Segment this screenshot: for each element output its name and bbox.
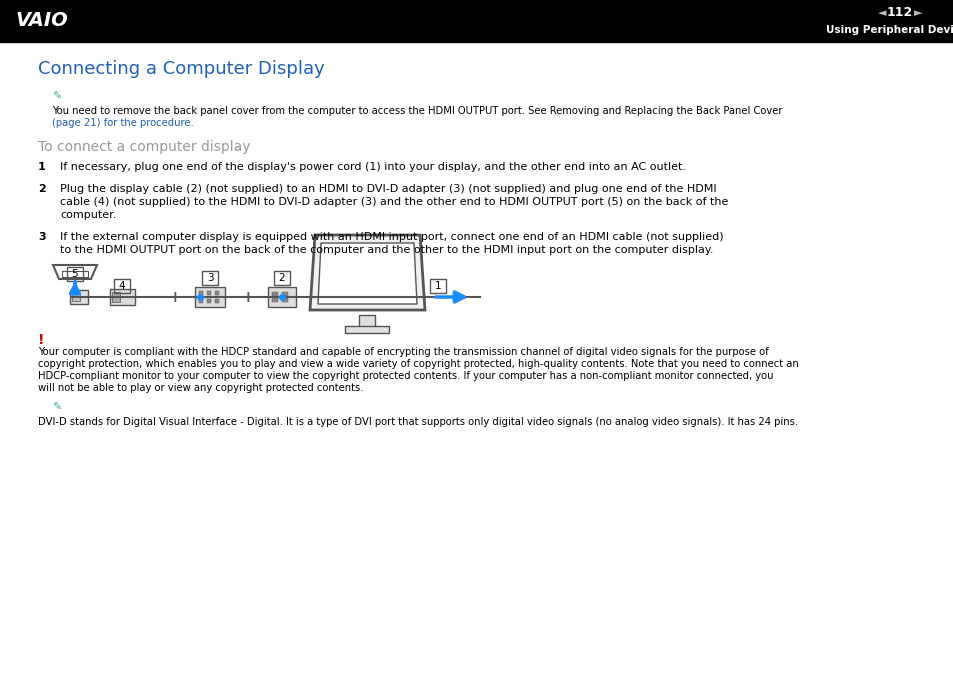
Text: 2: 2 bbox=[38, 184, 46, 194]
Bar bbox=[282, 292, 288, 296]
Bar bbox=[358, 315, 375, 327]
Text: (page 21) for the procedure.: (page 21) for the procedure. bbox=[52, 118, 193, 128]
Text: 112: 112 bbox=[886, 7, 912, 20]
Text: You need to remove the back panel cover from the computer to access the HDMI OUT: You need to remove the back panel cover … bbox=[52, 106, 781, 116]
Text: If the external computer display is equipped with an HDMI input port, connect on: If the external computer display is equi… bbox=[60, 232, 723, 242]
Bar bbox=[282, 298, 288, 302]
Text: DVI-D stands for Digital Visual Interface - Digital. It is a type of DVI port th: DVI-D stands for Digital Visual Interfac… bbox=[38, 417, 798, 427]
Text: cable (4) (not supplied) to the HDMI to DVI-D adapter (3) and the other end to H: cable (4) (not supplied) to the HDMI to … bbox=[60, 197, 727, 207]
Text: HDCP-compliant monitor to your computer to view the copyright protected contents: HDCP-compliant monitor to your computer … bbox=[38, 371, 773, 381]
Bar bbox=[70, 290, 88, 304]
Text: ►: ► bbox=[913, 8, 922, 18]
Text: +: + bbox=[169, 290, 181, 305]
Bar bbox=[207, 299, 211, 303]
Text: to the HDMI OUTPUT port on the back of the computer and the other to the HDMI in: to the HDMI OUTPUT port on the back of t… bbox=[60, 245, 713, 255]
Text: Plug the display cable (2) (not supplied) to an HDMI to DVI-D adapter (3) (not s: Plug the display cable (2) (not supplied… bbox=[60, 184, 716, 194]
Text: 4: 4 bbox=[118, 281, 125, 291]
Bar bbox=[194, 287, 225, 307]
Text: computer.: computer. bbox=[60, 210, 116, 220]
Text: +: + bbox=[241, 290, 254, 305]
Text: ✎: ✎ bbox=[52, 92, 61, 102]
Bar bbox=[0, 0, 953, 42]
Text: Using Peripheral Devices: Using Peripheral Devices bbox=[825, 25, 953, 35]
Text: Your computer is compliant with the HDCP standard and capable of encrypting the : Your computer is compliant with the HDCP… bbox=[38, 347, 768, 357]
Bar bbox=[199, 291, 203, 295]
Text: will not be able to play or view any copyright protected contents.: will not be able to play or view any cop… bbox=[38, 383, 363, 393]
Bar bbox=[430, 279, 446, 293]
Bar bbox=[268, 287, 295, 307]
Polygon shape bbox=[310, 235, 424, 310]
Bar bbox=[112, 292, 120, 302]
Text: 1: 1 bbox=[435, 281, 441, 291]
Text: 2: 2 bbox=[278, 273, 285, 283]
Bar bbox=[113, 279, 130, 293]
Bar bbox=[67, 267, 83, 281]
Bar bbox=[199, 299, 203, 303]
Text: 5: 5 bbox=[71, 269, 78, 279]
Bar bbox=[62, 271, 88, 277]
Bar bbox=[214, 299, 219, 303]
Text: Connecting a Computer Display: Connecting a Computer Display bbox=[38, 60, 324, 78]
Bar bbox=[110, 289, 135, 305]
Bar bbox=[207, 291, 211, 295]
Bar bbox=[71, 293, 80, 301]
Text: VAIO: VAIO bbox=[16, 11, 69, 30]
Bar bbox=[345, 326, 389, 333]
Text: To connect a computer display: To connect a computer display bbox=[38, 140, 251, 154]
Text: copyright protection, which enables you to play and view a wide variety of copyr: copyright protection, which enables you … bbox=[38, 359, 798, 369]
Text: If necessary, plug one end of the display's power cord (1) into your display, an: If necessary, plug one end of the displa… bbox=[60, 162, 685, 172]
Text: ◄: ◄ bbox=[877, 8, 885, 18]
Bar bbox=[202, 271, 218, 285]
Bar bbox=[274, 271, 290, 285]
Text: !: ! bbox=[38, 333, 45, 347]
Text: ✎: ✎ bbox=[52, 403, 61, 413]
Text: 3: 3 bbox=[207, 273, 213, 283]
Polygon shape bbox=[317, 243, 416, 304]
Bar bbox=[214, 291, 219, 295]
Text: 3: 3 bbox=[38, 232, 46, 242]
Text: 1: 1 bbox=[38, 162, 46, 172]
Bar bbox=[272, 292, 277, 296]
Bar bbox=[272, 298, 277, 302]
